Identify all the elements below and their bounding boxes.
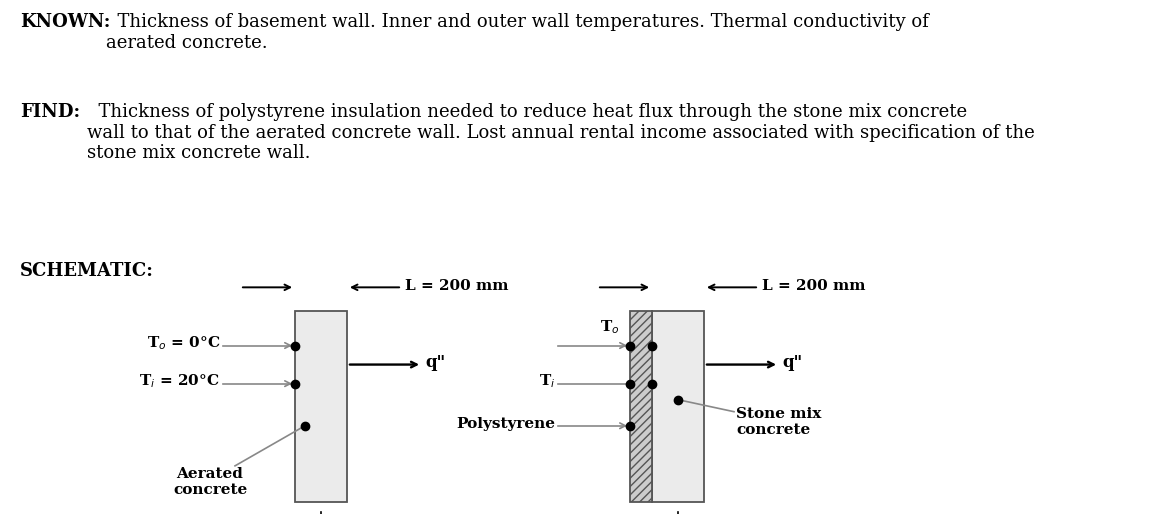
- Text: SCHEMATIC:: SCHEMATIC:: [20, 262, 154, 280]
- Text: T$_o$: T$_o$: [601, 319, 620, 336]
- Text: T$_i$: T$_i$: [538, 373, 556, 391]
- Text: KNOWN:: KNOWN:: [20, 13, 110, 31]
- Text: FIND:: FIND:: [20, 103, 80, 121]
- Text: L = 200 mm: L = 200 mm: [405, 279, 508, 293]
- Text: Stone mix
concrete: Stone mix concrete: [736, 407, 821, 437]
- Text: T$_o$ = 0°C: T$_o$ = 0°C: [147, 335, 219, 353]
- Text: Polystyrene: Polystyrene: [456, 417, 556, 431]
- Text: Aerated
concrete: Aerated concrete: [173, 467, 247, 497]
- Text: q": q": [782, 354, 803, 371]
- Text: Thickness of polystyrene insulation needed to reduce heat flux through the stone: Thickness of polystyrene insulation need…: [87, 103, 1035, 162]
- Text: Thickness of basement wall. Inner and outer wall temperatures. Thermal conductiv: Thickness of basement wall. Inner and ou…: [106, 13, 929, 51]
- Bar: [653, 311, 705, 502]
- Bar: [295, 311, 346, 502]
- Bar: [629, 311, 653, 502]
- Text: q": q": [425, 354, 445, 371]
- Text: L = 200 mm: L = 200 mm: [762, 279, 865, 293]
- Text: T$_i$ = 20°C: T$_i$ = 20°C: [140, 373, 219, 391]
